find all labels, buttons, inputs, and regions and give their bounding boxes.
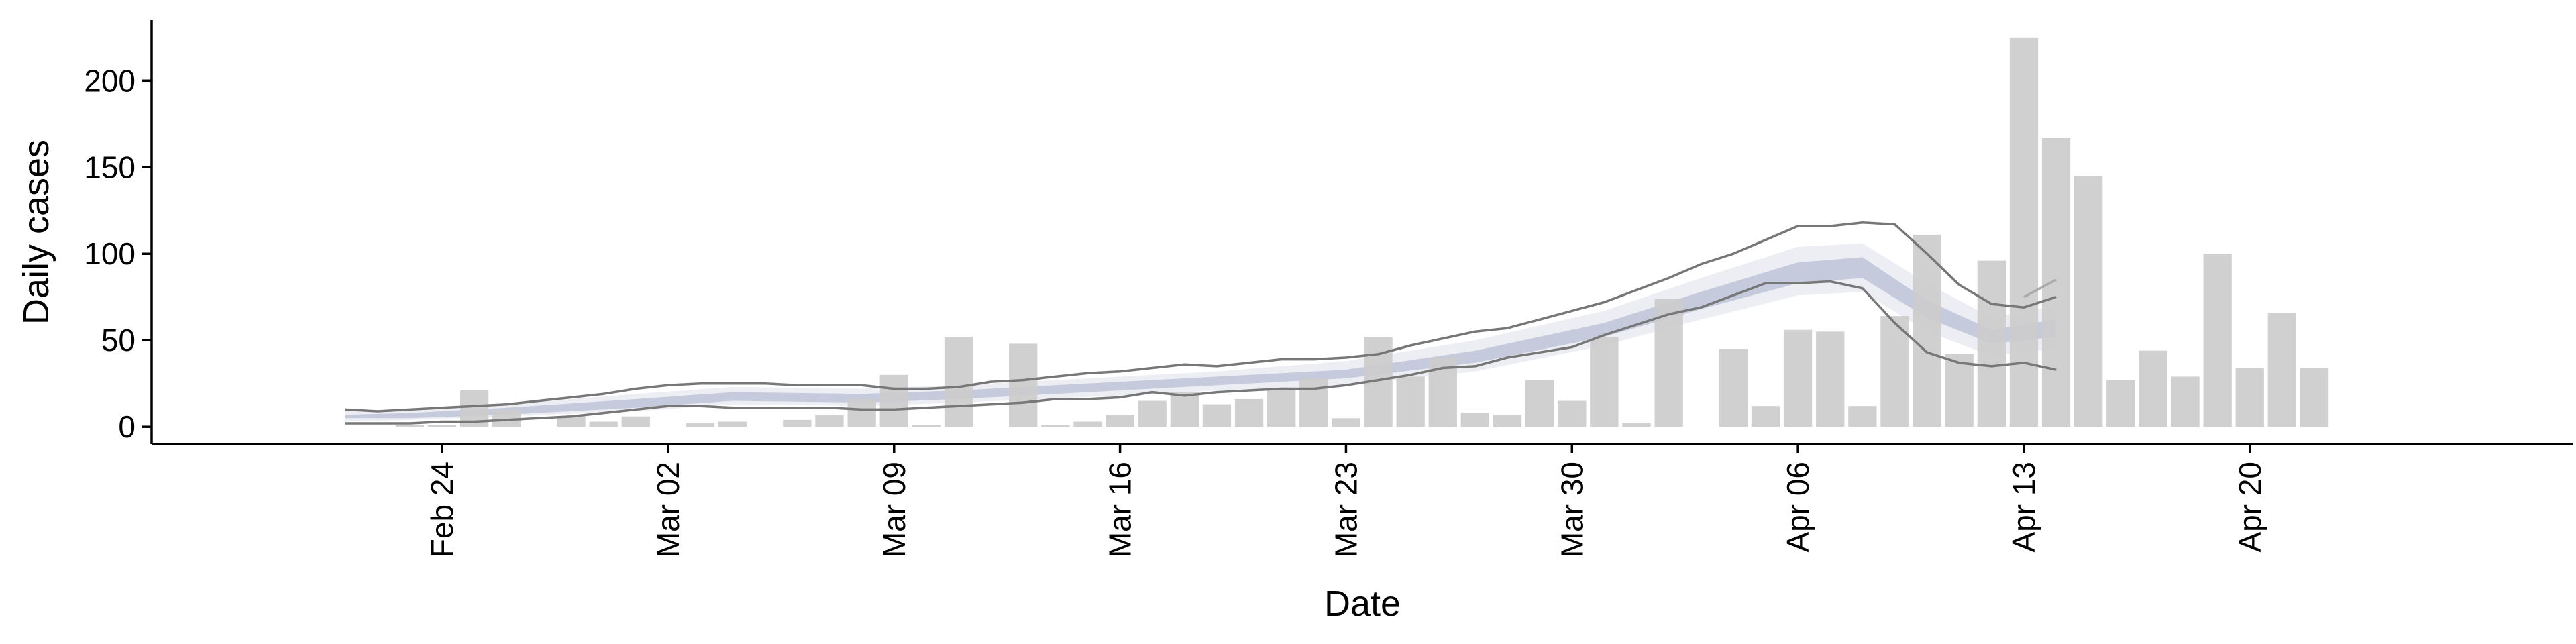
x-tick-label: Feb 24 xyxy=(425,462,460,557)
case-bar xyxy=(1622,423,1651,427)
case-bar xyxy=(1880,316,1909,427)
case-bar xyxy=(912,425,941,427)
case-bar xyxy=(944,337,973,427)
case-bar xyxy=(2235,368,2264,427)
case-bar xyxy=(1558,400,1587,427)
case-bar xyxy=(1009,343,1038,427)
case-bar xyxy=(1719,349,1748,427)
axes xyxy=(150,20,2573,445)
case-bar xyxy=(492,409,521,427)
lower-bound-line xyxy=(345,280,2057,425)
x-tick-label: Mar 23 xyxy=(1328,462,1363,557)
x-axis-ticks: Feb 24 Mar 02 Mar 09 Mar 16 Mar 23 Mar 30 Apr … xyxy=(425,444,2267,557)
y-tick-label: 0 xyxy=(118,409,136,444)
case-bar xyxy=(1332,418,1360,427)
case-bar xyxy=(2106,380,2135,427)
x-tick-label: Apr 20 xyxy=(2233,462,2267,553)
case-bar xyxy=(589,421,618,427)
case-bar xyxy=(1848,406,1877,427)
case-bar xyxy=(2139,350,2167,427)
case-bar xyxy=(1138,400,1167,427)
case-bar xyxy=(1783,329,1813,427)
case-bar xyxy=(1654,299,1683,427)
case-bar xyxy=(2171,376,2200,427)
y-axis-ticks: 0 50 100 150 200 xyxy=(84,63,152,444)
case-bar xyxy=(1106,415,1134,427)
bound-lines xyxy=(345,221,2057,425)
case-bar xyxy=(395,425,425,427)
case-bar xyxy=(1396,376,1425,427)
case-bar xyxy=(2074,176,2103,427)
case-bar xyxy=(718,421,747,427)
case-bar xyxy=(1590,337,1619,427)
case-bar xyxy=(1945,354,1974,427)
case-bar xyxy=(1977,260,2006,427)
case-bar xyxy=(621,416,650,427)
case-bar xyxy=(847,398,876,427)
case-bar xyxy=(815,415,844,427)
y-tick-label: 100 xyxy=(84,236,136,271)
case-bar xyxy=(1299,378,1328,427)
case-bar xyxy=(1913,234,1941,427)
daily-case-bars xyxy=(395,37,2329,427)
case-bar xyxy=(1493,415,1522,427)
case-bar xyxy=(1234,398,1264,427)
case-bar xyxy=(1170,392,1199,427)
y-tick-label: 200 xyxy=(84,63,136,98)
case-bar xyxy=(1525,380,1554,427)
case-bar xyxy=(686,423,715,427)
case-bar xyxy=(2267,313,2296,427)
upper-bound-line xyxy=(345,221,2057,413)
case-bar xyxy=(427,425,457,427)
case-bar xyxy=(2009,37,2039,427)
x-tick-label: Mar 09 xyxy=(877,462,912,557)
case-bar xyxy=(879,374,908,427)
case-bar xyxy=(2203,254,2232,427)
inner-credible-band xyxy=(345,257,2057,419)
y-axis-label: Daily cases xyxy=(16,140,56,325)
case-bar xyxy=(783,419,812,427)
y-tick-label: 50 xyxy=(101,323,136,358)
case-bar xyxy=(1202,404,1232,427)
x-tick-label: Mar 02 xyxy=(651,462,686,557)
case-bar xyxy=(1041,425,1070,427)
case-bar xyxy=(1751,406,1780,427)
case-bar xyxy=(1460,413,1489,427)
case-bar xyxy=(2300,368,2329,427)
x-tick-label: Apr 13 xyxy=(2006,462,2041,553)
case-bar xyxy=(1267,388,1296,427)
upper-bound-line-faded xyxy=(2023,278,2057,299)
x-tick-label: Apr 06 xyxy=(1780,462,1815,553)
case-bar xyxy=(1073,421,1102,427)
y-tick-label: 150 xyxy=(84,150,136,184)
case-bar xyxy=(557,416,586,427)
x-axis-label: Date xyxy=(1324,584,1401,624)
case-bar xyxy=(2041,138,2071,427)
x-tick-label: Mar 30 xyxy=(1554,462,1589,557)
x-tick-label: Mar 16 xyxy=(1103,462,1138,557)
case-bar xyxy=(1816,331,1845,427)
